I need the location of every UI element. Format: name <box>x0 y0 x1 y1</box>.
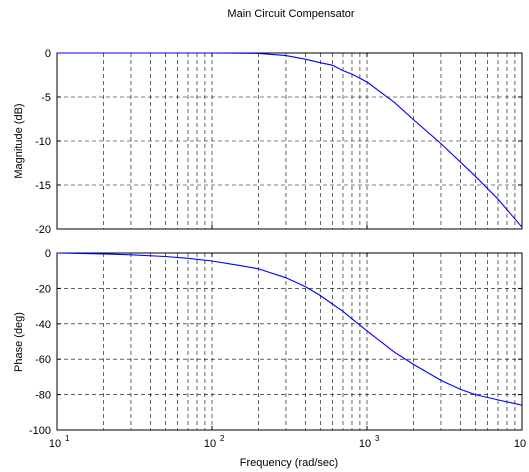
frequency-x-tick-label: 10 <box>359 438 371 450</box>
chart-title: Main Circuit Compensator <box>227 8 354 20</box>
phase-y-tick-label: -60 <box>35 354 51 366</box>
phase-y-tick-label: -40 <box>35 319 51 331</box>
magnitude-y-axis-label: Magnitude (dB) <box>13 103 25 178</box>
phase-axes-frame <box>56 252 523 431</box>
magnitude-y-tick-label: -20 <box>35 224 51 236</box>
frequency-x-tick-exponent: 3 <box>375 434 380 443</box>
frequency-x-axis-label: Frequency (rad/sec) <box>240 457 338 469</box>
phase-plot: 0-20-40-60-80-100101102103104 <box>29 248 526 450</box>
frequency-x-tick-label: 10 <box>49 438 61 450</box>
frequency-x-tick-label: 10 <box>514 438 526 450</box>
frequency-x-tick-exponent: 2 <box>220 434 225 443</box>
phase-series-line <box>56 252 523 406</box>
frequency-x-tick-exponent: 1 <box>65 434 70 443</box>
magnitude-y-tick-label: -10 <box>35 136 51 148</box>
magnitude-series-line <box>57 52 523 228</box>
phase-y-tick-label: 0 <box>45 248 51 260</box>
phase-y-tick-label: -20 <box>35 283 51 295</box>
magnitude-y-tick-label: -15 <box>35 180 51 192</box>
phase-y-axis-label: Phase (deg) <box>13 312 25 372</box>
magnitude-y-tick-label: 0 <box>45 48 51 60</box>
magnitude-plot: 0 -5 -10 -15 -20 <box>35 48 523 236</box>
frequency-x-tick-label: 10 <box>204 438 216 450</box>
phase-y-tick-label: -80 <box>35 390 51 402</box>
magnitude-y-tick-label: -5 <box>41 92 51 104</box>
phase-y-tick-label: -100 <box>29 425 51 437</box>
